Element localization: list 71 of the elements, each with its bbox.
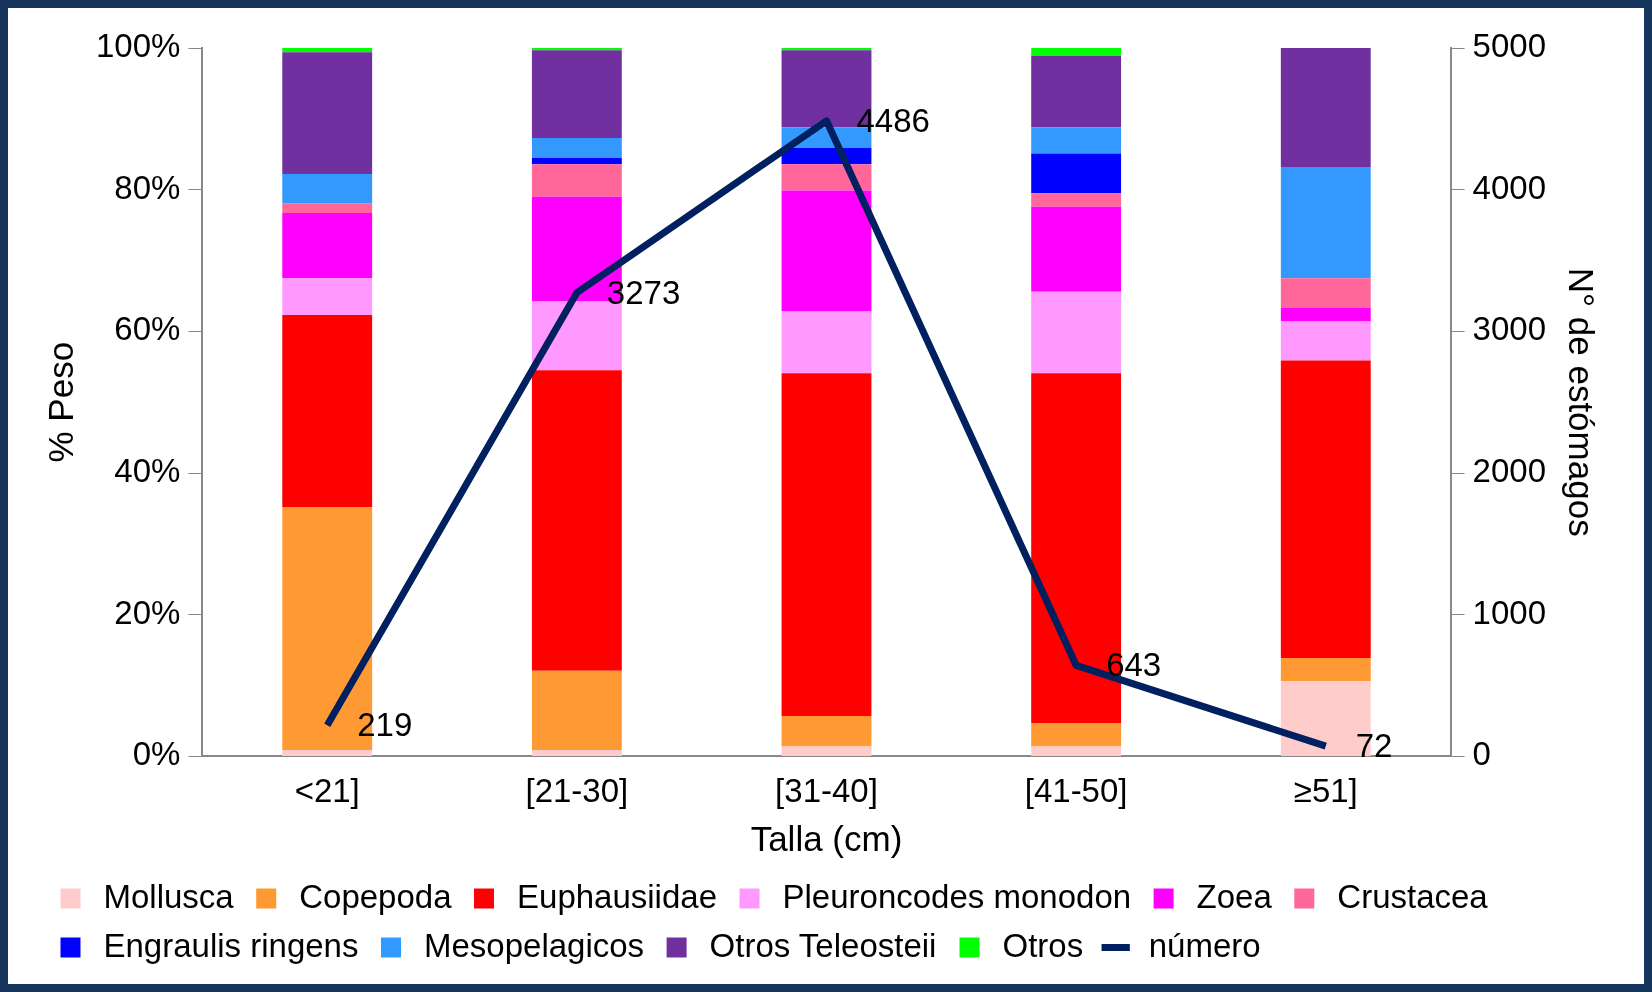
legend-label: Otros xyxy=(1002,926,1084,964)
y-tick-label: 0% xyxy=(132,735,181,773)
bar xyxy=(781,716,872,747)
legend-label: Pleuroncodes monodon xyxy=(782,877,1132,915)
bar xyxy=(282,174,373,204)
bar xyxy=(1031,48,1122,56)
bar xyxy=(282,750,373,756)
bar xyxy=(1031,153,1122,194)
legend-label: número xyxy=(1148,926,1261,964)
bar xyxy=(531,157,622,165)
bar xyxy=(781,164,872,191)
bar xyxy=(282,315,373,508)
x-tick-label: [41-50] xyxy=(1024,772,1128,810)
x-tick-label: <21] xyxy=(294,772,360,810)
legend-label: Mollusca xyxy=(103,877,235,915)
legend-label: Engraulis ringens xyxy=(103,926,359,964)
bar xyxy=(531,370,622,671)
bar xyxy=(531,50,622,138)
bar xyxy=(1031,206,1122,292)
bar xyxy=(1280,321,1371,361)
bar xyxy=(1031,193,1122,207)
bar xyxy=(781,190,872,312)
bar xyxy=(282,203,373,214)
bar xyxy=(1280,278,1371,308)
y2-tick-label: 1000 xyxy=(1472,593,1547,631)
data-label: 72 xyxy=(1355,727,1393,765)
y2-tick-label: 0 xyxy=(1472,735,1491,773)
legend-label: Euphausiidae xyxy=(517,877,718,915)
bar xyxy=(1031,127,1122,154)
legend-label: Otros Teleosteii xyxy=(709,926,937,964)
y-tick-label: 20% xyxy=(114,593,181,631)
bar xyxy=(1280,167,1371,279)
y2-tick-label: 3000 xyxy=(1472,310,1547,348)
bar xyxy=(282,213,373,279)
x-tick-label: [21-30] xyxy=(525,772,629,810)
bar xyxy=(1031,723,1122,747)
y-tick-label: 60% xyxy=(114,310,181,348)
bar xyxy=(781,373,872,717)
bar xyxy=(1280,657,1371,682)
y2-tick-label: 5000 xyxy=(1472,27,1547,65)
bar xyxy=(1031,55,1122,128)
bar xyxy=(282,48,373,53)
bar xyxy=(282,278,373,316)
bar xyxy=(531,137,622,158)
y-axis-title: % Peso xyxy=(40,341,80,463)
bar xyxy=(1031,746,1122,756)
y2-tick-label: 4000 xyxy=(1472,168,1547,206)
bar xyxy=(1280,48,1371,168)
bar xyxy=(531,670,622,751)
legend-label: Crustacea xyxy=(1337,877,1489,915)
legend-label: Copepoda xyxy=(299,877,453,915)
bar xyxy=(531,750,622,756)
legend-label: Zoea xyxy=(1196,877,1273,915)
x-tick-label: [31-40] xyxy=(775,772,878,810)
y2-tick-label: 2000 xyxy=(1472,452,1547,490)
bar xyxy=(531,164,622,197)
bar xyxy=(781,746,872,756)
y2-axis-title: N° de estómagos xyxy=(1562,267,1602,537)
y-tick-label: 80% xyxy=(114,168,181,206)
y-tick-label: 100% xyxy=(96,27,181,65)
bar xyxy=(1031,291,1122,374)
bar xyxy=(781,48,872,51)
bar xyxy=(282,52,373,175)
legend-label: Mesopelagicos xyxy=(423,926,645,964)
x-axis-title: Talla (cm) xyxy=(750,818,903,858)
y-tick-label: 40% xyxy=(114,452,181,490)
x-tick-label: ≥51] xyxy=(1293,772,1358,810)
bar xyxy=(1280,360,1371,658)
bar xyxy=(781,311,872,374)
bar xyxy=(531,48,622,51)
bar xyxy=(1280,307,1371,322)
